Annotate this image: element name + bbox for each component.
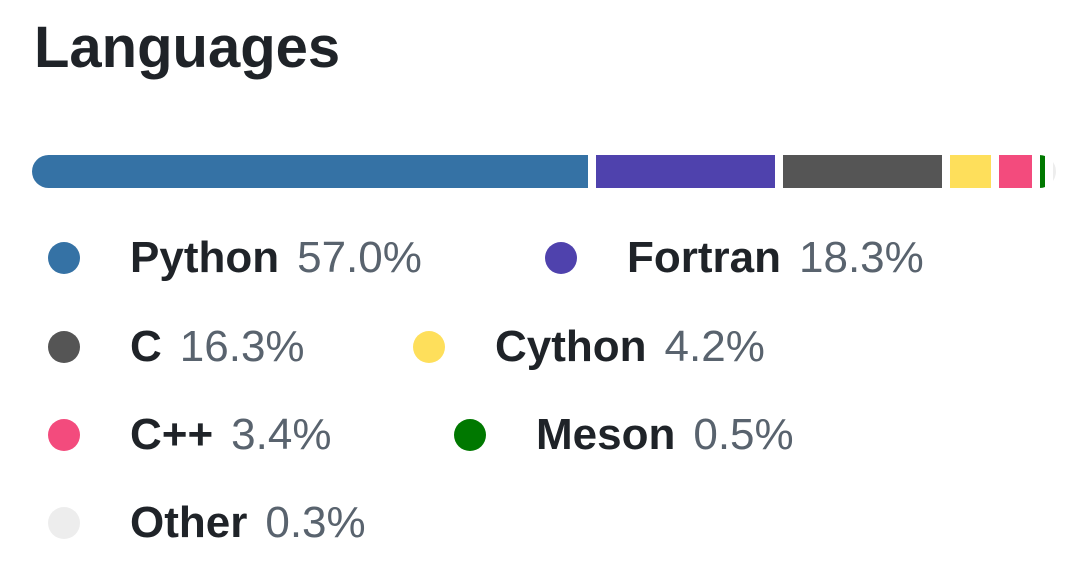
legend-language-name: Python <box>130 233 280 282</box>
legend-language-percent: 3.4% <box>231 410 332 459</box>
cython-color-dot-icon <box>413 331 445 363</box>
legend-language-percent: 0.5% <box>693 410 794 459</box>
languages-heading: Languages <box>34 15 341 80</box>
legend-item-c[interactable]: C 16.3% <box>48 317 305 377</box>
bar-segment-meson[interactable] <box>1040 155 1046 188</box>
cpp-color-dot-icon <box>48 419 80 451</box>
legend-language-name: C++ <box>130 410 214 459</box>
legend-language-percent: 18.3% <box>799 233 924 282</box>
other-color-dot-icon <box>48 507 80 539</box>
bar-segment-other[interactable] <box>1053 155 1056 188</box>
bar-segment-cpp[interactable] <box>998 155 1033 188</box>
bar-segment-python[interactable] <box>32 155 589 188</box>
legend-language-percent: 16.3% <box>179 322 305 371</box>
legend-language-percent: 4.2% <box>664 322 765 371</box>
bar-segment-c[interactable] <box>782 155 942 188</box>
language-progress-bar <box>32 155 1056 188</box>
legend-language-name: Fortran <box>627 233 781 282</box>
legend-language-percent: 57.0% <box>297 233 422 282</box>
legend-item-other: Other 0.3% <box>48 493 366 553</box>
legend-language-name: Cython <box>495 322 647 371</box>
legend-item-cython[interactable]: Cython 4.2% <box>413 317 765 377</box>
bar-segment-cython[interactable] <box>950 155 991 188</box>
fortran-color-dot-icon <box>545 242 577 274</box>
legend-language-name: Meson <box>536 410 676 459</box>
legend-item-meson[interactable]: Meson 0.5% <box>454 405 794 465</box>
bar-segment-fortran[interactable] <box>596 155 775 188</box>
legend-item-fortran[interactable]: Fortran 18.3% <box>545 228 924 288</box>
legend-language-name: C <box>130 322 162 371</box>
legend-item-python[interactable]: Python 57.0% <box>48 228 422 288</box>
legend-language-percent: 0.3% <box>265 498 366 547</box>
legend-language-name: Other <box>130 498 248 547</box>
legend-item-cpp[interactable]: C++ 3.4% <box>48 405 331 465</box>
meson-color-dot-icon <box>454 419 486 451</box>
python-color-dot-icon <box>48 242 80 274</box>
c-color-dot-icon <box>48 331 80 363</box>
